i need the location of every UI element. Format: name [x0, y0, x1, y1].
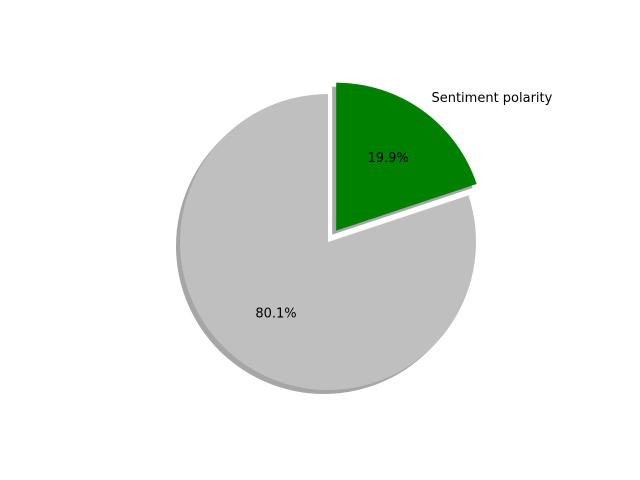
labels: 19.9% Sentiment polarity 80.1%	[255, 91, 552, 321]
pie-slice-sentiment-polarity	[336, 82, 477, 231]
slices	[180, 82, 477, 391]
slice-label-sentiment-polarity: Sentiment polarity	[431, 91, 552, 106]
pie-slice-other-1	[180, 94, 477, 391]
pct-label-sentiment-polarity: 19.9%	[368, 151, 409, 166]
pct-label-other-1: 80.1%	[255, 307, 296, 322]
